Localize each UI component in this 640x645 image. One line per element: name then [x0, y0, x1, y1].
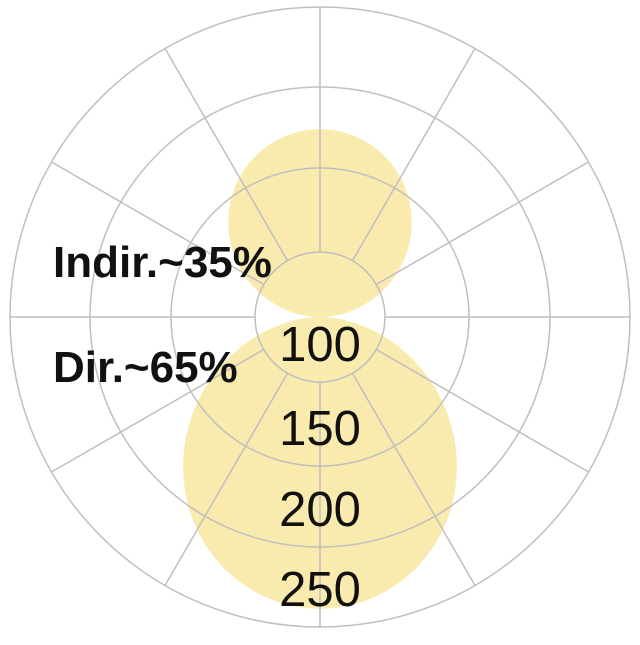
svg-text:Indir.~35%: Indir.~35% — [53, 238, 272, 287]
svg-text:Dir.~65%: Dir.~65% — [53, 343, 238, 392]
svg-text:250: 250 — [279, 563, 361, 617]
svg-text:100: 100 — [279, 318, 361, 372]
svg-text:200: 200 — [279, 483, 361, 537]
svg-text:150: 150 — [279, 402, 361, 456]
